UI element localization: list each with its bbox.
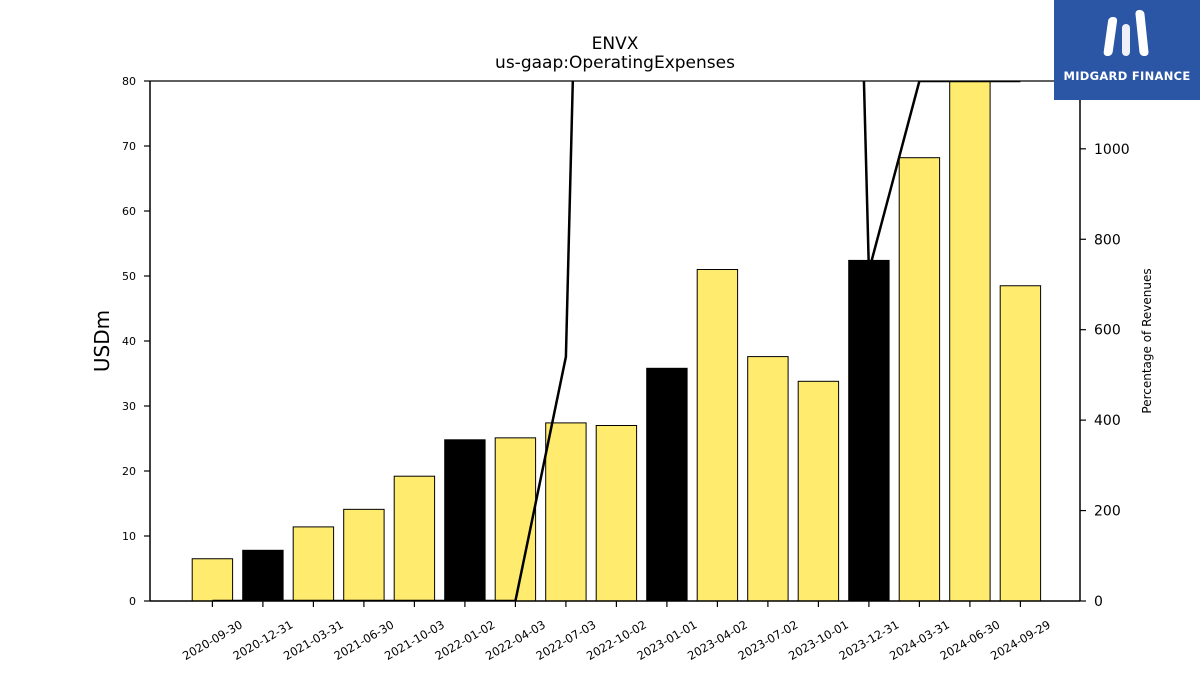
bar-2023-01-01 (646, 367, 688, 602)
bar-2022-10-02 (595, 425, 638, 602)
bar-2023-12-31 (848, 259, 890, 602)
y-tick-label: 50 (122, 270, 136, 283)
y-tick-label: 40 (122, 335, 136, 348)
y2-tick-label: 0 (1094, 594, 1103, 610)
y-tick-label: 30 (122, 400, 136, 413)
midgard-finance-logo: MIDGARD FINANCE (1054, 0, 1200, 100)
y2-tick-label: 400 (1094, 413, 1121, 429)
logo-text: MIDGARD FINANCE (1063, 69, 1191, 83)
percentage-line (212, 81, 1021, 601)
y2-tick-label: 200 (1094, 504, 1121, 520)
bars (191, 80, 1042, 602)
bar-2021-10-03 (393, 475, 436, 602)
bar-2023-07-02 (747, 356, 789, 602)
y2-tick-label: 1000 (1094, 142, 1130, 158)
percentage-series-line (212, 81, 1021, 601)
y2-axis-label: Percentage of Revenues (1140, 268, 1154, 413)
y-tick-label: 70 (122, 140, 136, 153)
bar-2020-12-31 (242, 549, 284, 602)
bar-2023-10-01 (797, 380, 840, 602)
bar-2021-06-30 (343, 508, 385, 602)
y-tick-label: 80 (122, 75, 136, 88)
y2-tick-label: 600 (1094, 323, 1121, 339)
y-tick-label: 0 (129, 595, 136, 608)
bar-2023-04-02 (696, 269, 739, 602)
bar-2024-09-29 (999, 285, 1042, 602)
chart-title: ENVX (592, 34, 639, 54)
bar-2024-06-30 (949, 80, 991, 602)
y-tick-label: 10 (122, 530, 136, 543)
bar-2022-07-03 (545, 422, 587, 602)
logo-mark-icon (1103, 10, 1149, 56)
y2-tick-label: 800 (1094, 232, 1121, 248)
y-axis-label: USDm (90, 310, 114, 372)
bar-2021-03-31 (292, 526, 335, 602)
y-tick-label: 60 (122, 205, 136, 218)
bar-2024-03-31 (898, 157, 941, 602)
y-tick-label: 20 (122, 465, 136, 478)
bar-2022-01-02 (444, 439, 486, 602)
bar-2020-09-30 (191, 558, 234, 602)
chart-subtitle: us-gaap:OperatingExpenses (495, 53, 735, 73)
bar-2022-04-03 (494, 437, 537, 602)
